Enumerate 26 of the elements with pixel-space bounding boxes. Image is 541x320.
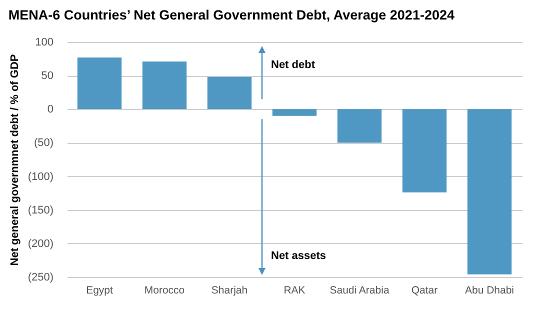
y-tick-label: (200) — [28, 238, 54, 250]
chart-title: MENA-6 Countries’ Net General Government Debt, Average 2021-2024 — [8, 8, 455, 22]
x-tick-label: Egypt — [86, 284, 114, 296]
x-tick-label: Abu Dhabi — [464, 284, 514, 296]
x-tick-label: Morocco — [144, 284, 185, 296]
bar — [467, 109, 512, 274]
x-tick-label: Saudi Arabia — [330, 284, 390, 296]
y-tick-label: 50 — [41, 70, 54, 82]
y-tick-label: 100 — [35, 36, 54, 48]
bar — [402, 109, 447, 192]
bar — [142, 61, 187, 110]
x-tick-label: Qatar — [411, 284, 438, 296]
x-tick-label: Sharjah — [211, 284, 248, 296]
bar — [337, 109, 382, 143]
y-tick-label: (100) — [28, 170, 54, 183]
y-tick-label: 0 — [47, 104, 54, 116]
y-tick-label: (150) — [28, 204, 54, 216]
annotation: Net assets — [271, 250, 326, 262]
bar — [207, 76, 252, 110]
bar — [77, 57, 122, 110]
y-axis-title: Net general governmnet debt / % of GDP — [8, 54, 21, 266]
y-tick-label: (50) — [34, 137, 54, 150]
bar — [272, 109, 317, 116]
annotation: Net debt — [271, 59, 316, 71]
y-tick-label: (250) — [28, 272, 54, 284]
x-tick-label: RAK — [284, 284, 306, 296]
